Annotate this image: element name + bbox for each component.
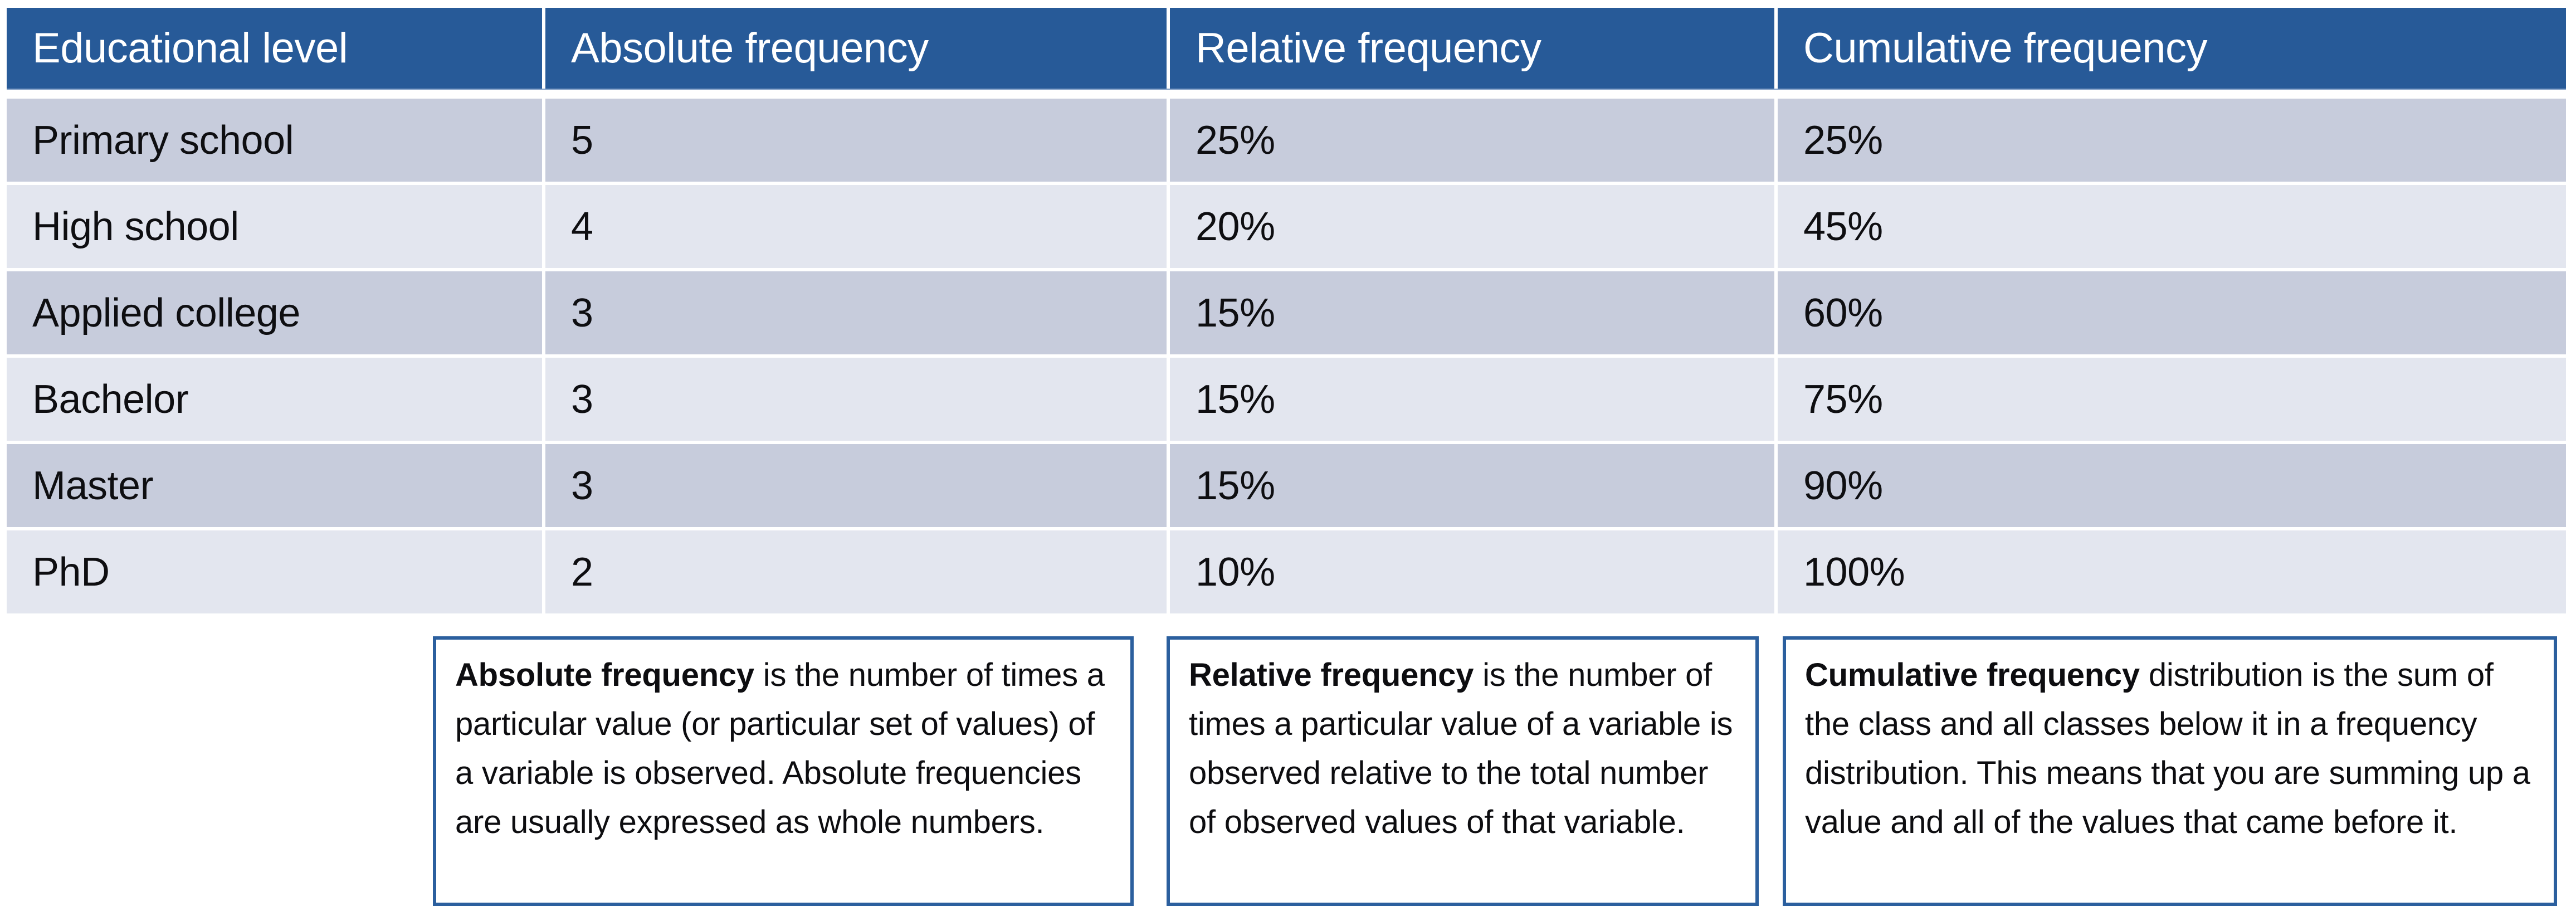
header-cell-educational-level: Educational level [7, 8, 542, 89]
header-cell-absolute-frequency: Absolute frequency [545, 8, 1167, 89]
cell-absolute-frequency: 5 [545, 99, 1167, 182]
note-cumulative-frequency-text: Cumulative frequency distribution is the… [1805, 651, 2535, 847]
cell-cumulative-frequency: 25% [1778, 99, 2566, 182]
table-row-master: Master 3 15% 90% [7, 444, 2566, 527]
cell-level: PhD [7, 530, 542, 613]
note-term-absolute-frequency: Absolute frequency [455, 657, 754, 693]
cell-level: Master [7, 444, 542, 527]
table-header-row: Educational level Absolute frequency Rel… [7, 8, 2566, 90]
note-term-relative-frequency: Relative frequency [1189, 657, 1474, 693]
cell-relative-frequency: 10% [1170, 530, 1774, 613]
cell-relative-frequency: 20% [1170, 185, 1774, 268]
cell-cumulative-frequency: 100% [1778, 530, 2566, 613]
note-absolute-frequency-text: Absolute frequency is the number of time… [455, 651, 1111, 847]
frequency-table: Educational level Absolute frequency Rel… [7, 8, 2566, 613]
note-cumulative-frequency: Cumulative frequency distribution is the… [1783, 636, 2557, 906]
note-body-absolute-frequency: is the number of times a particular valu… [455, 657, 1105, 840]
note-absolute-frequency: Absolute frequency is the number of time… [433, 636, 1134, 906]
cell-relative-frequency: 15% [1170, 271, 1774, 354]
cell-level: High school [7, 185, 542, 268]
cell-cumulative-frequency: 75% [1778, 358, 2566, 441]
cell-absolute-frequency: 3 [545, 358, 1167, 441]
header-cell-relative-frequency: Relative frequency [1170, 8, 1774, 89]
cell-level: Primary school [7, 99, 542, 182]
table-row-bachelor: Bachelor 3 15% 75% [7, 358, 2566, 441]
cell-relative-frequency: 25% [1170, 99, 1774, 182]
table-row-high-school: High school 4 20% 45% [7, 185, 2566, 268]
cell-cumulative-frequency: 60% [1778, 271, 2566, 354]
cell-cumulative-frequency: 90% [1778, 444, 2566, 527]
note-relative-frequency: Relative frequency is the number of time… [1167, 636, 1759, 906]
cell-level: Applied college [7, 271, 542, 354]
cell-relative-frequency: 15% [1170, 444, 1774, 527]
note-body-cumulative-frequency: distribution is the sum of the class and… [1805, 657, 2530, 840]
note-term-cumulative-frequency: Cumulative frequency [1805, 657, 2140, 693]
table-row-phd: PhD 2 10% 100% [7, 530, 2566, 613]
cell-absolute-frequency: 2 [545, 530, 1167, 613]
header-cell-cumulative-frequency: Cumulative frequency [1778, 8, 2566, 89]
note-body-relative-frequency: is the number of times a particular valu… [1189, 657, 1733, 840]
cell-absolute-frequency: 3 [545, 444, 1167, 527]
table-row-primary-school: Primary school 5 25% 25% [7, 99, 2566, 182]
table-row-applied-college: Applied college 3 15% 60% [7, 271, 2566, 354]
note-relative-frequency-text: Relative frequency is the number of time… [1189, 651, 1736, 847]
cell-level: Bachelor [7, 358, 542, 441]
cell-absolute-frequency: 4 [545, 185, 1167, 268]
cell-cumulative-frequency: 45% [1778, 185, 2566, 268]
cell-relative-frequency: 15% [1170, 358, 1774, 441]
cell-absolute-frequency: 3 [545, 271, 1167, 354]
